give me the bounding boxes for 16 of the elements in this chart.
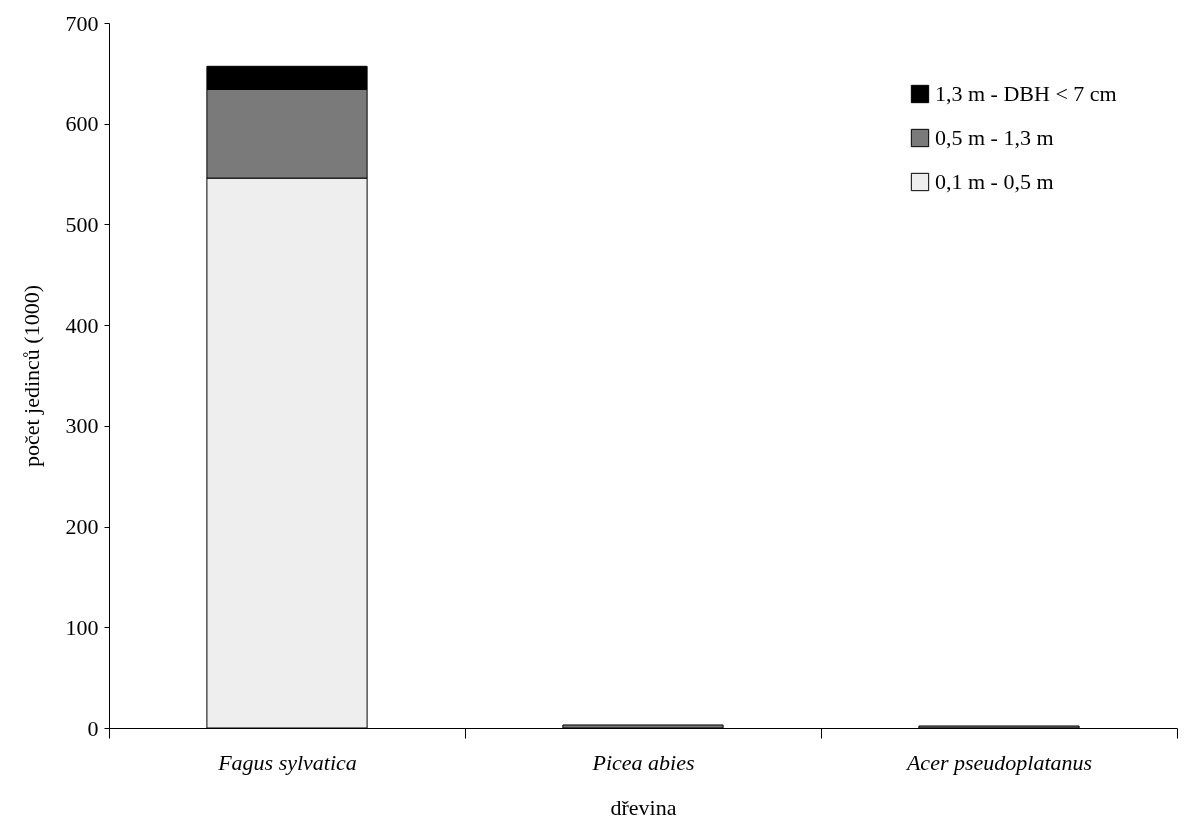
legend-label: 1,3 m - DBH < 7 cm [935,81,1117,106]
x-axis-title: dřevina [610,794,677,820]
x-tick-label: Acer pseudoplatanus [904,749,1093,775]
y-tick-label: 0 [87,715,99,741]
y-tick-label: 400 [65,312,99,338]
y-tick-label: 300 [65,413,99,439]
y-tick-label: 100 [65,614,99,640]
y-axis-title: počet jedinců (1000) [18,284,44,468]
legend-label: 0,5 m - 1,3 m [935,125,1054,150]
y-tick-label: 700 [65,10,99,36]
x-tick-label: Fagus sylvatica [217,749,357,775]
y-tick-label: 600 [65,111,99,137]
y-tick-label: 200 [65,514,99,540]
x-tick-label: Picea abies [591,749,695,775]
legend-label: 0,1 m - 0,5 m [935,169,1054,194]
y-tick-label: 500 [65,211,99,237]
